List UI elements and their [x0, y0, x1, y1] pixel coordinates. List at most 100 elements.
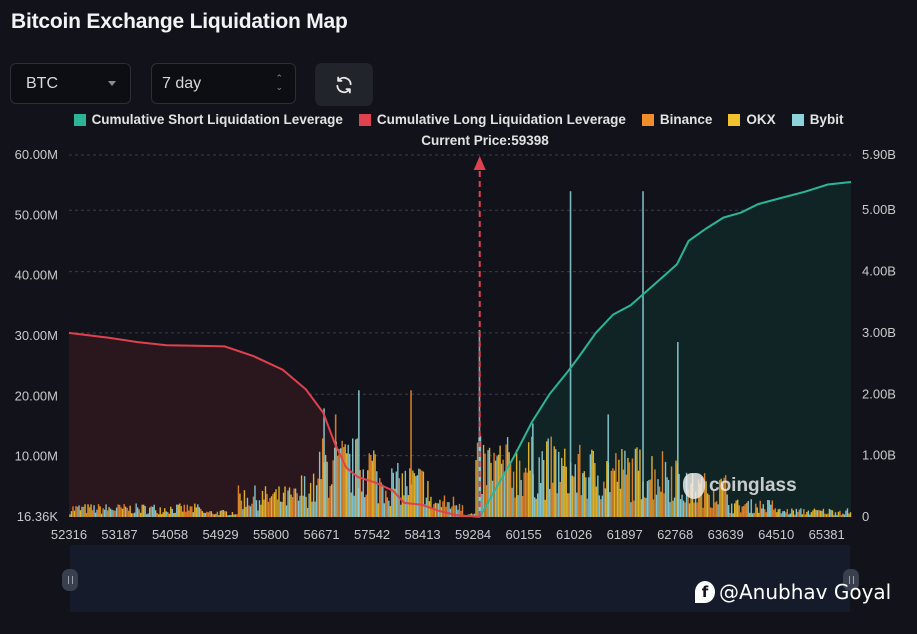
liquidation-bar — [848, 513, 850, 517]
liquidation-bar — [82, 506, 85, 517]
range-slider-left-handle[interactable] — [62, 569, 78, 591]
liquidation-bar — [663, 493, 665, 517]
liquidation-bar — [788, 514, 790, 517]
y-left-tick-label: 16.36K — [17, 509, 59, 524]
liquidation-bar — [359, 470, 361, 517]
liquidation-bar — [416, 475, 419, 517]
liquidation-bar — [645, 497, 647, 517]
liquidation-bar — [216, 511, 219, 517]
liquidation-bar — [159, 507, 161, 517]
liquidation-bar — [84, 504, 86, 517]
liquidation-bar — [520, 480, 522, 517]
liquidation-bar — [640, 499, 643, 517]
liquidation-bar — [735, 500, 737, 517]
page-title: Bitcoin Exchange Liquidation Map — [11, 10, 348, 33]
period-select[interactable]: 7 day ⌃ ⌄ — [151, 63, 296, 104]
liquidation-bar — [150, 506, 152, 517]
liquidation-bar — [103, 509, 106, 517]
liquidation-bar — [158, 514, 160, 517]
liquidation-bar — [586, 498, 589, 517]
liquidation-bar — [762, 504, 764, 517]
x-tick-label: 65381 — [809, 527, 845, 542]
liquidation-bar — [536, 493, 539, 517]
liquidation-bar — [112, 510, 115, 517]
liquidation-bar — [406, 486, 408, 517]
liquidation-bar — [174, 512, 176, 517]
liquidation-bar — [141, 504, 143, 517]
legend-item[interactable]: Cumulative Short Liquidation Leverage — [73, 112, 343, 127]
liquidation-bar — [347, 444, 349, 517]
liquidation-bar — [364, 497, 366, 517]
liquidation-bar — [597, 475, 599, 517]
liquidation-bar — [600, 499, 602, 517]
liquidation-bar — [330, 484, 333, 517]
range-slider-right-handle[interactable] — [843, 569, 859, 591]
liquidation-bar — [529, 470, 531, 517]
liquidation-bar — [609, 492, 611, 517]
liquidation-bar-peak — [334, 414, 337, 517]
liquidation-bar — [90, 504, 92, 517]
liquidation-bar — [439, 499, 441, 517]
liquidation-bar — [94, 512, 97, 517]
liquidation-bar — [243, 490, 246, 517]
legend-swatch — [791, 113, 804, 126]
liquidation-bar — [567, 493, 569, 517]
liquidation-bar — [485, 485, 488, 517]
liquidation-bar — [746, 502, 748, 517]
liquidation-bar — [481, 493, 483, 517]
liquidation-bar — [421, 470, 423, 517]
liquidation-bar — [200, 508, 202, 517]
liquidation-bar — [816, 510, 819, 517]
liquidation-bar — [503, 472, 506, 517]
coinglass-logo-icon — [683, 473, 705, 499]
liquidation-bar — [759, 500, 761, 517]
liquidation-bar — [258, 500, 261, 517]
liquidation-bar — [821, 510, 823, 517]
liquidation-bar — [521, 495, 524, 517]
liquidation-bar — [130, 513, 133, 517]
liquidation-bar — [705, 481, 707, 517]
range-slider[interactable] — [70, 545, 850, 612]
liquidation-bar — [815, 509, 817, 517]
liquidation-bar — [327, 497, 330, 517]
liquidation-bar — [401, 473, 404, 517]
liquidation-bar — [729, 512, 731, 517]
legend-item[interactable]: Cumulative Long Liquidation Leverage — [358, 112, 626, 127]
liquidation-bar — [69, 514, 71, 517]
x-tick-label: 53187 — [101, 527, 137, 542]
liquidation-bar — [744, 504, 746, 517]
x-tick-label: 59284 — [455, 527, 491, 542]
symbol-select[interactable]: BTC — [10, 63, 131, 104]
liquidation-bar — [391, 468, 393, 517]
liquidation-bar — [643, 497, 646, 517]
liquidation-bar — [76, 506, 79, 517]
liquidation-bar — [252, 496, 255, 517]
legend-label: Cumulative Short Liquidation Leverage — [91, 112, 343, 127]
refresh-button[interactable] — [315, 63, 373, 106]
liquidation-bar — [97, 504, 100, 517]
liquidation-bar — [804, 514, 807, 517]
liquidation-bar — [682, 500, 685, 517]
y-left-tick-label: 30.00M — [15, 328, 58, 343]
liquidation-bar — [470, 513, 473, 517]
legend-item[interactable]: Bybit — [791, 112, 843, 127]
legend-item[interactable]: Binance — [641, 112, 712, 127]
liquidation-bar — [93, 505, 95, 517]
liquidation-bar — [730, 503, 733, 517]
liquidation-bar — [79, 510, 82, 517]
liquidation-bar — [344, 444, 346, 517]
liquidation-bar — [482, 444, 485, 517]
y-left-tick-label: 40.00M — [15, 268, 58, 283]
liquidation-bar — [400, 504, 402, 517]
liquidation-bar — [218, 515, 220, 517]
liquidation-bar — [741, 506, 743, 517]
liquidation-bar — [703, 473, 706, 517]
liquidation-bar — [649, 479, 652, 517]
liquidation-bar — [758, 512, 760, 517]
liquidation-bar — [314, 501, 316, 517]
liquidation-bar — [353, 495, 355, 517]
liquidation-bar — [365, 494, 367, 517]
liquidation-bar — [114, 510, 116, 517]
legend-item[interactable]: OKX — [728, 112, 776, 127]
liquidation-bar — [714, 502, 716, 517]
